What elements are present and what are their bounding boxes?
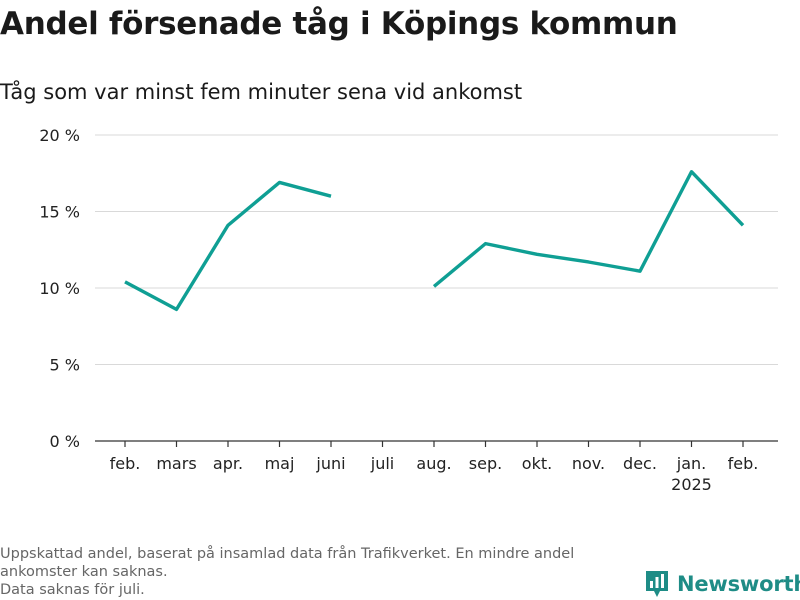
- chart-title: Andel försenade tåg i Köpings kommun: [0, 6, 678, 42]
- series-line-segment: [432, 170, 745, 288]
- y-tick-label: 15 %: [39, 203, 80, 222]
- x-tick-label: okt.: [522, 454, 552, 473]
- y-axis-ticks: 0 % 5 % 10 % 15 % 20 %: [39, 126, 80, 451]
- chart-subtitle: Tåg som var minst fem minuter sena vid a…: [0, 80, 523, 104]
- x-tick-label: mars: [156, 454, 196, 473]
- footnote-line-missing: Data saknas för juli.: [0, 582, 145, 598]
- x-tick-label: dec.: [623, 454, 657, 473]
- y-tick-label: 5 %: [50, 356, 80, 375]
- series-lines: [124, 170, 745, 312]
- x-tick-label: juni: [315, 454, 345, 473]
- x-tick-label: jan.: [676, 454, 706, 473]
- x-tick-label: nov.: [572, 454, 605, 473]
- x-tick-label: juli: [370, 454, 394, 473]
- x-tick-label: aug.: [416, 454, 451, 473]
- x-tick-label: feb.: [110, 454, 141, 473]
- footnote-line-source: Uppskattad andel, baserat på insamlad da…: [0, 546, 575, 580]
- brand-logo[interactable]: Newsworthy: [644, 568, 800, 600]
- x-axis: feb. mars apr. maj juni juli aug. sep. okt. nov. d…: [95, 440, 778, 494]
- y-tick-label: 0 %: [50, 432, 80, 451]
- x-tick-label: apr.: [213, 454, 243, 473]
- x-tick-label: feb.: [728, 454, 759, 473]
- series-line-segment: [124, 180, 332, 312]
- y-tick-label: 10 %: [39, 279, 80, 298]
- x-tick-sublabel: 2025: [671, 475, 712, 494]
- footnote: Uppskattad andel, baserat på insamlad da…: [0, 545, 630, 599]
- brand-name: Newsworthy: [677, 572, 800, 596]
- line-chart: 0 % 5 % 10 % 15 % 20 % feb. mars apr. maj juni ju…: [39, 126, 778, 494]
- y-tick-label: 20 %: [39, 126, 80, 145]
- x-tick-label: sep.: [469, 454, 502, 473]
- x-tick-label: maj: [265, 454, 295, 473]
- gridlines: [95, 134, 778, 365]
- bar-chart-logo-icon: [646, 571, 668, 597]
